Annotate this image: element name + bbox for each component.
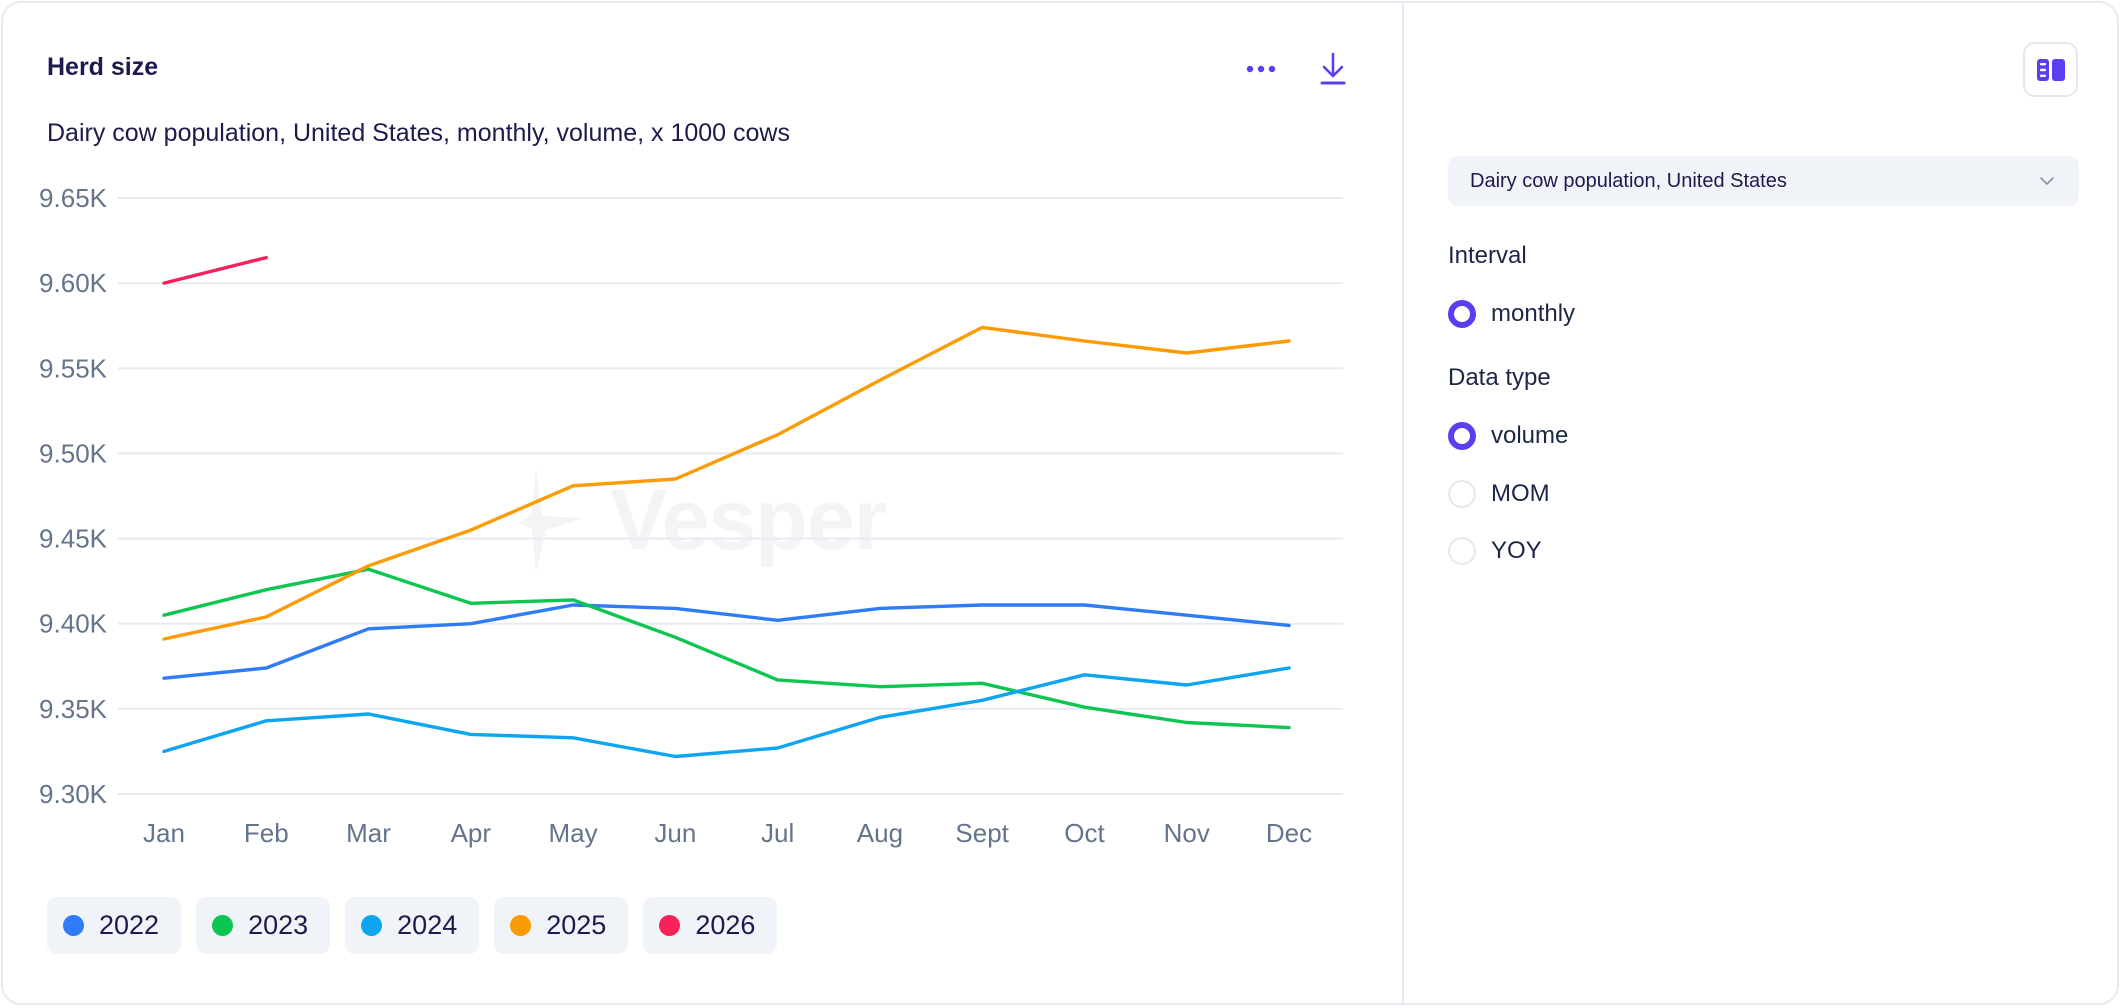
x-tick-label: Mar [346, 818, 391, 848]
series-line-2022 [162, 603, 1291, 680]
legend-label: 2022 [99, 910, 160, 940]
x-tick-label: Dec [1266, 818, 1312, 848]
radio-button[interactable] [1448, 537, 1476, 565]
legend-label: 2023 [248, 910, 309, 940]
radio-data-type-volume[interactable]: volume [1448, 422, 1568, 450]
legend-dot-icon [63, 915, 84, 936]
chevron-down-icon [2040, 177, 2054, 185]
chart-legend: 2022 2023 2024 2025 2026 [47, 897, 778, 954]
x-tick-label: Jul [761, 818, 794, 848]
radio-button[interactable] [1448, 480, 1476, 508]
legend-item-2022[interactable]: 2022 [47, 897, 182, 954]
legend-dot-icon [510, 915, 532, 936]
radio-data-type-yoy[interactable]: YOY [1448, 537, 1542, 565]
download-button[interactable] [1311, 49, 1355, 89]
legend-label: 2024 [397, 910, 458, 940]
radio-label: monthly [1491, 300, 1576, 327]
x-tick-label: Nov [1164, 818, 1210, 848]
y-tick-label: 9.60K [39, 268, 108, 298]
series-line-2023 [162, 567, 1291, 730]
series-line-2026 [162, 255, 268, 285]
radio-button[interactable] [1448, 422, 1476, 450]
series-select[interactable]: Dairy cow population, United States [1448, 156, 2079, 206]
toggle-panel-button[interactable] [2023, 42, 2078, 97]
panel-layout-icon [2036, 58, 2065, 81]
x-tick-label: May [549, 818, 598, 848]
legend-dot-icon [212, 915, 234, 936]
y-tick-label: 9.30K [39, 779, 108, 809]
legend-label: 2025 [546, 910, 607, 940]
legend-item-2026[interactable]: 2026 [643, 897, 778, 954]
y-tick-label: 9.45K [39, 524, 108, 554]
y-tick-label: 9.35K [39, 694, 108, 724]
radio-data-type-mom[interactable]: MOM [1448, 480, 1550, 508]
legend-dot-icon [361, 915, 383, 936]
series-line-2024 [162, 666, 1291, 759]
x-tick-label: Jan [143, 818, 185, 848]
radio-interval-monthly[interactable]: monthly [1448, 300, 1575, 328]
x-tick-label: Aug [857, 818, 903, 848]
radio-button[interactable] [1448, 300, 1476, 328]
radio-label: MOM [1491, 480, 1550, 507]
legend-item-2025[interactable]: 2025 [494, 897, 629, 954]
more-options-button[interactable] [1239, 51, 1283, 87]
x-tick-label: Jun [654, 818, 696, 848]
download-icon [1320, 52, 1346, 85]
panel-divider [1402, 3, 1404, 1003]
series-line-2025 [162, 325, 1291, 641]
legend-item-2024[interactable]: 2024 [345, 897, 480, 954]
legend-label: 2026 [695, 910, 756, 940]
legend-dot-icon [659, 915, 681, 936]
series-select-value: Dairy cow population, United States [1470, 169, 1787, 192]
data-type-label: Data type [1448, 364, 1551, 391]
x-tick-label: Oct [1064, 818, 1105, 848]
more-horizontal-icon [1246, 65, 1276, 73]
chart-title: Herd size [47, 53, 159, 81]
legend-item-2023[interactable]: 2023 [196, 897, 331, 954]
y-tick-label: 9.65K [39, 183, 108, 213]
y-tick-label: 9.55K [39, 353, 108, 383]
y-tick-label: 9.50K [39, 438, 108, 468]
radio-label: volume [1491, 422, 1569, 449]
line-chart: 9.30K 9.35K 9.40K 9.45K 9.50K 9.55K 9.60K 9.65K… [39, 183, 1343, 848]
chart-subtitle: Dairy cow population, United States, mon… [47, 119, 790, 147]
x-tick-label: Feb [244, 818, 289, 848]
radio-label: YOY [1491, 537, 1542, 564]
interval-label: Interval [1448, 242, 1527, 269]
x-tick-label: Apr [451, 818, 492, 848]
x-tick-label: Sept [955, 818, 1009, 848]
y-tick-label: 9.40K [39, 609, 108, 639]
